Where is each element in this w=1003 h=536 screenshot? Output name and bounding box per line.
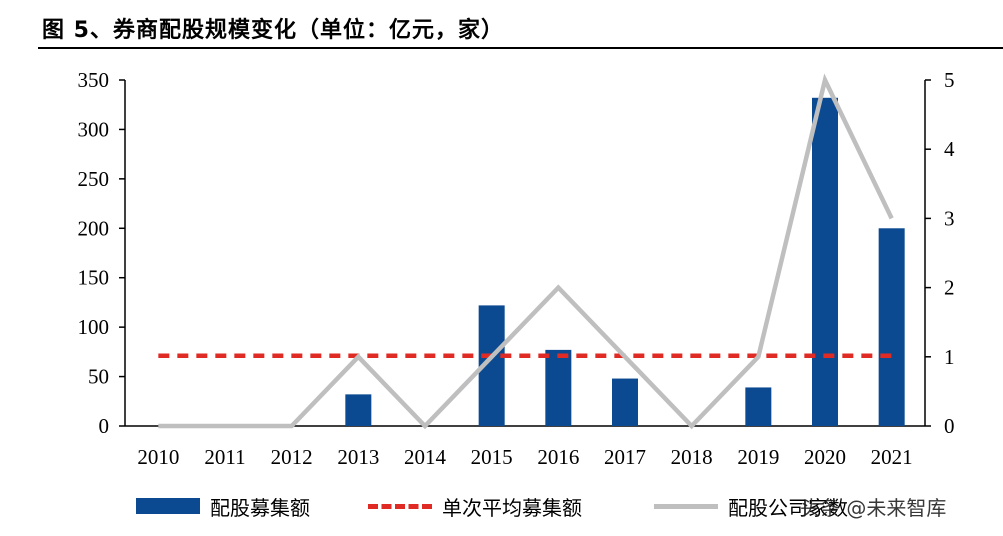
bars-layer [345, 97, 905, 427]
left-tick-label: 200 [78, 216, 110, 240]
watermark: 头条 @未来智库 [800, 496, 947, 520]
x-tick-label: 2011 [204, 445, 245, 469]
x-tick-label: 2017 [604, 445, 646, 469]
left-tick-label: 0 [99, 414, 110, 438]
left-tick-label: 350 [78, 68, 110, 92]
x-tick-label: 2020 [804, 445, 846, 469]
x-tick-label: 2021 [871, 445, 913, 469]
bar [745, 387, 772, 426]
x-tick-label: 2012 [271, 445, 313, 469]
axes [119, 79, 931, 427]
x-tick-label: 2019 [737, 445, 779, 469]
x-tick-label: 2013 [337, 445, 379, 469]
right-tick-label: 1 [944, 345, 955, 369]
left-tick-label: 300 [78, 117, 110, 141]
bar [545, 349, 572, 426]
legend-swatch-bar [136, 498, 200, 514]
left-tick-label: 100 [78, 315, 110, 339]
legend-item-bar: 配股募集额 [136, 486, 310, 526]
bar [812, 97, 838, 427]
series-line-count [158, 73, 894, 430]
bar [345, 394, 372, 426]
legend-item-count: 配股公司家数 [654, 486, 848, 526]
right-tick-label: 3 [944, 206, 955, 230]
legend-item-avg: 单次平均募集额 [368, 486, 582, 526]
bar [612, 378, 638, 426]
x-tick-label: 2018 [671, 445, 713, 469]
legend-label-avg: 单次平均募集额 [442, 495, 582, 520]
x-tick-label: 2016 [537, 445, 579, 469]
right-tick-label: 2 [944, 276, 955, 300]
x-tick-label: 2014 [404, 445, 447, 469]
x-tick-label: 2010 [137, 445, 179, 469]
bar [878, 228, 905, 426]
legend-label-count: 配股公司家数 [728, 495, 848, 520]
x-tick-label: 2015 [471, 445, 513, 469]
lines-layer [158, 73, 894, 430]
left-tick-label: 50 [88, 365, 109, 389]
right-tick-label: 0 [944, 414, 955, 438]
left-tick-label: 250 [78, 167, 110, 191]
legend-swatch-avg [368, 503, 432, 509]
title-rule [38, 47, 1003, 49]
ticks-layer: 0 50 100 150 200 250 300 350 0 1 2 3 4 5 2010 2011 2012 2… [78, 68, 956, 469]
chart-title: 图 5、券商配股规模变化（单位：亿元，家） [42, 18, 504, 43]
right-tick-label: 4 [944, 137, 955, 161]
left-tick-label: 150 [78, 266, 110, 290]
right-tick-label: 5 [944, 68, 955, 92]
legend-label-bar: 配股募集额 [210, 495, 310, 520]
legend-swatch-count [654, 503, 718, 509]
